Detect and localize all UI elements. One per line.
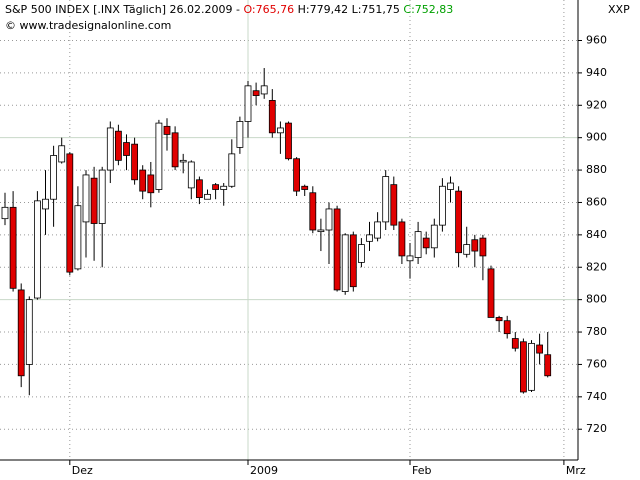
candle-body: [42, 198, 49, 210]
copyright: © www.tradesignalonline.com: [5, 19, 171, 32]
candle-body: [333, 208, 341, 291]
y-tick-label: 860: [586, 195, 607, 208]
candle-body: [66, 153, 74, 273]
close: C:752,83: [403, 3, 453, 16]
candle-body: [285, 122, 292, 160]
candle-body: [544, 354, 552, 377]
low: L:751,75: [352, 3, 400, 16]
y-tick-label: 840: [586, 228, 607, 241]
candle-body: [503, 320, 511, 335]
candle-body: [260, 85, 268, 95]
candle-body: [82, 174, 90, 223]
y-tick-label: 940: [586, 66, 607, 79]
symbol: S&P 500 INDEX [.INX Täglich] 26.02.2009 …: [5, 3, 240, 16]
candle-body: [187, 161, 195, 189]
candle-body: [455, 190, 463, 254]
candle-body: [17, 289, 25, 377]
candle-body: [195, 179, 203, 199]
y-tick-label: 900: [586, 131, 607, 144]
candle-body: [341, 234, 349, 292]
y-tick-label: 960: [586, 33, 607, 46]
candle-body: [9, 206, 17, 289]
y-tick-label: 720: [586, 422, 607, 435]
candle-body: [390, 184, 398, 226]
candle-body: [147, 174, 155, 194]
candle-body: [1, 206, 9, 220]
y-tick-label: 780: [586, 325, 607, 338]
candle-body: [398, 221, 406, 257]
candle-body: [220, 185, 228, 190]
candle-body: [406, 255, 414, 262]
x-tick-label: Dez: [72, 464, 93, 477]
candle-body: [252, 90, 260, 96]
candle-body: [301, 185, 309, 190]
candle-body: [244, 85, 252, 122]
candle-body: [366, 234, 373, 242]
candle-body: [471, 239, 479, 252]
y-tick-label: 760: [586, 357, 607, 370]
open: O:765,76: [243, 3, 294, 16]
y-tick-label: 740: [586, 390, 607, 403]
candle-body: [123, 142, 130, 156]
candle-body: [511, 338, 519, 349]
y-tick-label: 880: [586, 163, 607, 176]
candle-body: [349, 234, 357, 288]
candle-body: [479, 237, 487, 257]
header-line: S&P 500 INDEX [.INX Täglich] 26.02.2009 …: [5, 3, 453, 16]
candle-body: [414, 231, 422, 258]
candle-body: [212, 184, 220, 190]
plot-area: [0, 0, 578, 460]
candle-body: [90, 177, 98, 224]
x-tick-label: Mrz: [566, 464, 586, 477]
candle-body: [268, 100, 276, 134]
y-tick-label: 920: [586, 98, 607, 111]
candle-body: [34, 200, 41, 299]
candle-body: [171, 132, 179, 168]
candle-body: [374, 221, 382, 239]
candle-body: [528, 342, 535, 391]
candle-body: [179, 159, 187, 163]
candle-body: [204, 193, 211, 200]
candle-body: [422, 237, 430, 249]
y-tick-label: 820: [586, 260, 607, 273]
y-axis-label: XXP: [608, 3, 630, 16]
candle-body: [293, 158, 301, 192]
candle-body: [236, 121, 244, 148]
candle-body: [357, 244, 365, 263]
y-tick-label: 800: [586, 293, 607, 306]
candle-body: [382, 176, 390, 223]
candle-body: [487, 268, 495, 318]
candle-body: [276, 127, 284, 134]
candle-body: [447, 182, 454, 190]
candle-body: [536, 344, 543, 354]
candle-body: [495, 317, 503, 322]
candle-body: [50, 155, 57, 200]
candle-body: [163, 125, 171, 135]
x-tick-label: 2009: [250, 464, 278, 477]
candle-body: [25, 299, 33, 365]
candle-body: [74, 205, 82, 270]
candle-body: [139, 169, 147, 192]
candle-body: [317, 229, 325, 233]
candle-body: [309, 192, 317, 231]
candle-body: [58, 145, 66, 163]
candle-body: [430, 224, 438, 249]
candle-body: [325, 208, 333, 231]
candle-body: [115, 130, 122, 161]
candles: [1, 68, 552, 396]
candle-body: [131, 143, 139, 181]
x-tick-label: Feb: [412, 464, 431, 477]
candle-body: [438, 185, 446, 226]
candle-body: [463, 244, 471, 255]
candle-body: [228, 153, 236, 187]
candle-body: [106, 127, 114, 171]
candle-body: [98, 169, 106, 224]
candle-body: [155, 122, 163, 190]
high: H:779,42: [298, 3, 348, 16]
candle-body: [520, 341, 527, 393]
